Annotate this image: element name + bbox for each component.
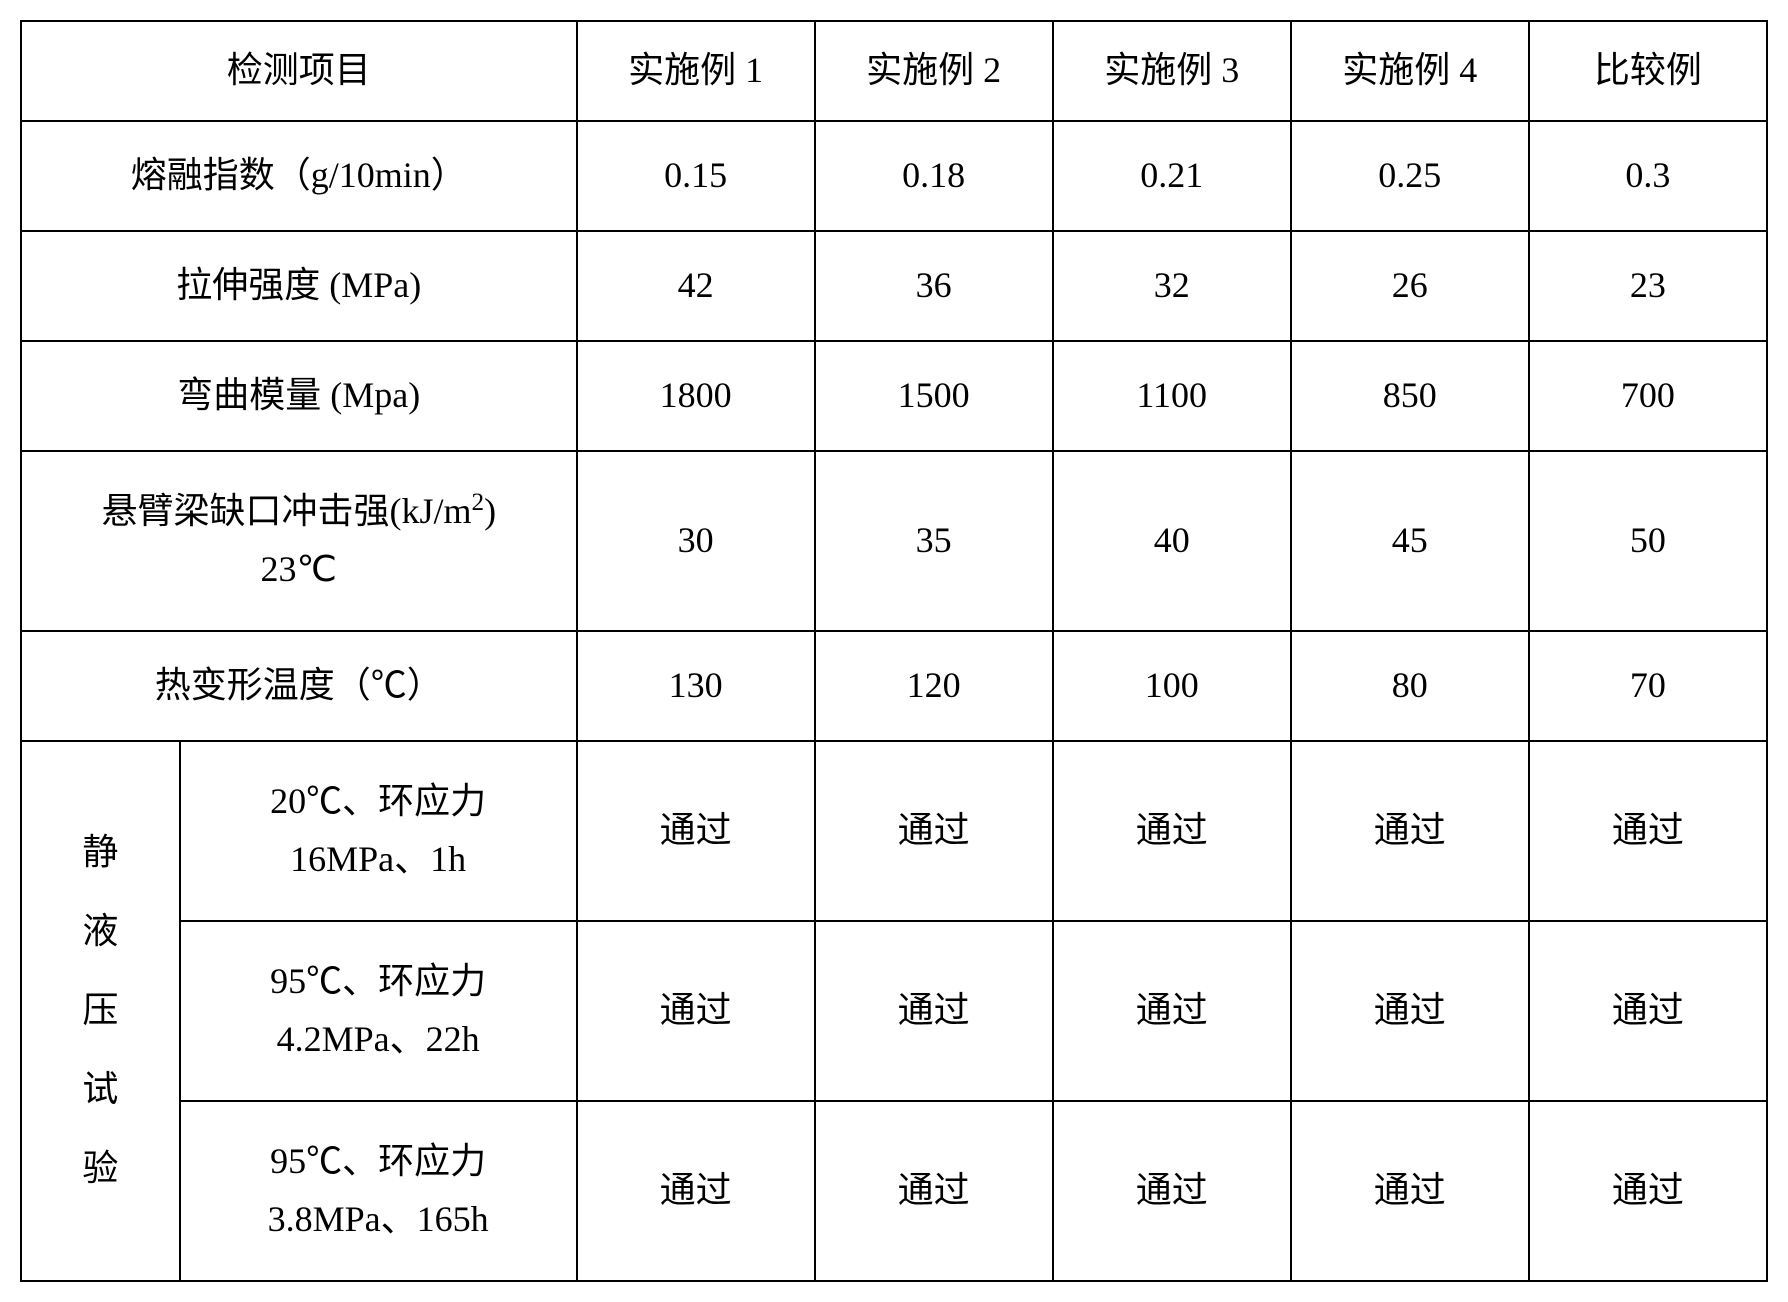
row-label: 熔融指数（g/10min） — [21, 121, 577, 231]
cell: 通过 — [815, 741, 1053, 921]
header-col-2: 实施例 2 — [815, 21, 1053, 121]
cell: 0.15 — [577, 121, 815, 231]
row-label: 弯曲模量 (Mpa) — [21, 341, 577, 451]
cell: 通过 — [815, 1101, 1053, 1281]
cell: 通过 — [577, 741, 815, 921]
cell: 通过 — [1529, 1101, 1767, 1281]
table-row: 弯曲模量 (Mpa) 1800 1500 1100 850 700 — [21, 341, 1767, 451]
cell: 100 — [1053, 631, 1291, 741]
cell: 23 — [1529, 231, 1767, 341]
cell: 0.18 — [815, 121, 1053, 231]
label-sup: 2 — [471, 489, 484, 516]
header-col-3: 实施例 3 — [1053, 21, 1291, 121]
sub-label-line1: 95℃、环应力 — [270, 1141, 486, 1181]
cell: 850 — [1291, 341, 1529, 451]
cell: 通过 — [1291, 1101, 1529, 1281]
table-row: 95℃、环应力 4.2MPa、22h 通过 通过 通过 通过 通过 — [21, 921, 1767, 1101]
cell: 1500 — [815, 341, 1053, 451]
sub-row-label: 95℃、环应力 4.2MPa、22h — [180, 921, 577, 1101]
cell: 0.25 — [1291, 121, 1529, 231]
cell: 通过 — [1053, 741, 1291, 921]
cell: 700 — [1529, 341, 1767, 451]
cell: 通过 — [1529, 921, 1767, 1101]
sub-label-line1: 95℃、环应力 — [270, 961, 486, 1001]
cell: 通过 — [1291, 741, 1529, 921]
cell: 1100 — [1053, 341, 1291, 451]
table-header-row: 检测项目 实施例 1 实施例 2 实施例 3 实施例 4 比较例 — [21, 21, 1767, 121]
sub-label-line2: 16MPa、1h — [290, 839, 466, 879]
table-row: 拉伸强度 (MPa) 42 36 32 26 23 — [21, 231, 1767, 341]
cell: 通过 — [1053, 1101, 1291, 1281]
cell: 120 — [815, 631, 1053, 741]
cell: 通过 — [815, 921, 1053, 1101]
table-row: 熔融指数（g/10min） 0.15 0.18 0.21 0.25 0.3 — [21, 121, 1767, 231]
data-table: 检测项目 实施例 1 实施例 2 实施例 3 实施例 4 比较例 熔融指数（g/… — [20, 20, 1768, 1282]
cell: 30 — [577, 451, 815, 631]
cell: 45 — [1291, 451, 1529, 631]
label-line1-end: ) — [484, 491, 496, 531]
cell: 36 — [815, 231, 1053, 341]
cell: 40 — [1053, 451, 1291, 631]
sub-row-label: 20℃、环应力 16MPa、1h — [180, 741, 577, 921]
header-label: 检测项目 — [21, 21, 577, 121]
sub-row-label: 95℃、环应力 3.8MPa、165h — [180, 1101, 577, 1281]
table-row: 悬臂梁缺口冲击强(kJ/m2) 23℃ 30 35 40 45 50 — [21, 451, 1767, 631]
header-col-4: 实施例 4 — [1291, 21, 1529, 121]
cell: 32 — [1053, 231, 1291, 341]
row-label: 拉伸强度 (MPa) — [21, 231, 577, 341]
row-label: 悬臂梁缺口冲击强(kJ/m2) 23℃ — [21, 451, 577, 631]
label-line2: 23℃ — [261, 549, 337, 589]
sub-label-line2: 4.2MPa、22h — [277, 1019, 480, 1059]
group-char: 压 — [82, 990, 118, 1030]
cell: 0.21 — [1053, 121, 1291, 231]
cell: 26 — [1291, 231, 1529, 341]
cell: 80 — [1291, 631, 1529, 741]
cell: 42 — [577, 231, 815, 341]
cell: 通过 — [577, 1101, 815, 1281]
cell: 50 — [1529, 451, 1767, 631]
cell: 0.3 — [1529, 121, 1767, 231]
cell: 通过 — [1529, 741, 1767, 921]
cell: 35 — [815, 451, 1053, 631]
cell: 通过 — [577, 921, 815, 1101]
label-line1: 悬臂梁缺口冲击强(kJ/m — [101, 491, 471, 531]
group-label-vertical: 静 液 压 试 验 — [21, 741, 180, 1281]
cell: 130 — [577, 631, 815, 741]
sub-label-line1: 20℃、环应力 — [270, 781, 486, 821]
cell: 通过 — [1053, 921, 1291, 1101]
table-row: 静 液 压 试 验 20℃、环应力 16MPa、1h 通过 通过 通过 通过 通… — [21, 741, 1767, 921]
header-col-1: 实施例 1 — [577, 21, 815, 121]
table-row: 95℃、环应力 3.8MPa、165h 通过 通过 通过 通过 通过 — [21, 1101, 1767, 1281]
group-char: 验 — [82, 1148, 118, 1188]
group-char: 液 — [82, 911, 118, 951]
cell: 70 — [1529, 631, 1767, 741]
cell: 1800 — [577, 341, 815, 451]
group-char: 静 — [82, 832, 118, 872]
sub-label-line2: 3.8MPa、165h — [268, 1199, 489, 1239]
cell: 通过 — [1291, 921, 1529, 1101]
group-char: 试 — [82, 1069, 118, 1109]
row-label: 热变形温度（℃） — [21, 631, 577, 741]
header-col-5: 比较例 — [1529, 21, 1767, 121]
table-row: 热变形温度（℃） 130 120 100 80 70 — [21, 631, 1767, 741]
